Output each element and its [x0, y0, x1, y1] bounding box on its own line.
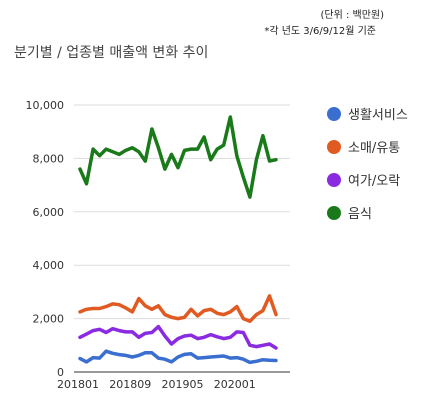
series-line — [78, 294, 278, 324]
legend-marker — [327, 107, 341, 121]
legend-marker — [327, 140, 341, 154]
series-lines — [78, 115, 278, 365]
x-tick-labels: 201801 201809 201905 202001 — [57, 378, 256, 391]
y-tick-label: 8,000 — [33, 152, 65, 165]
series-line — [78, 115, 278, 199]
series-line — [78, 349, 278, 365]
x-tick-label: 201809 — [109, 378, 151, 391]
x-tick-label: 201801 — [57, 378, 99, 391]
x-tick-label: 202001 — [214, 378, 256, 391]
quarter-note: *각 년도 3/6/9/12월 기준 — [264, 26, 376, 37]
x-tick-label: 201905 — [162, 378, 204, 391]
legend-label: 소매/유통 — [348, 141, 400, 156]
series-line — [78, 324, 278, 350]
y-tick-label: 2,000 — [33, 313, 65, 326]
y-tick-label: 4,000 — [33, 259, 65, 272]
legend-marker — [327, 206, 341, 220]
legend-label: 여가/오락 — [348, 174, 400, 189]
y-tick-label: 10,000 — [26, 99, 65, 112]
chart-title: 분기별 / 업종별 매출액 변화 추이 — [14, 45, 209, 61]
legend-label: 음식 — [348, 207, 372, 222]
legend-label: 생활서비스 — [348, 108, 408, 123]
legend-marker — [327, 173, 341, 187]
unit-note: (단위 : 백만원) — [320, 10, 384, 21]
y-tick-labels: 0 2,000 4,000 6,000 8,000 10,000 — [26, 99, 65, 379]
y-tick-label: 0 — [57, 366, 64, 379]
y-tick-label: 6,000 — [33, 206, 65, 219]
